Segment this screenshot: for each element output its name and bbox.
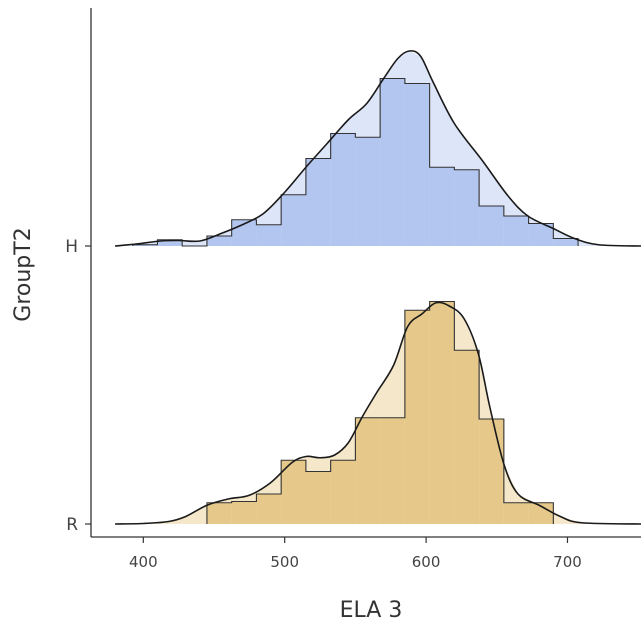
hist-bar-r xyxy=(206,502,232,524)
hist-bar-r xyxy=(330,460,356,524)
y-tick-label-h: H xyxy=(65,237,78,257)
ridge-r xyxy=(115,300,641,525)
hist-bar-h xyxy=(132,244,158,246)
hist-bar-h xyxy=(503,216,529,246)
hist-bar-r xyxy=(479,419,504,524)
axes: H R 400 500 600 700 xyxy=(65,8,641,571)
hist-bar-r xyxy=(429,301,455,524)
hist-bar-r xyxy=(355,417,381,524)
x-tick-label: 400 xyxy=(129,553,158,571)
ridge-h xyxy=(114,50,641,247)
hist-bar-h xyxy=(157,239,183,246)
hist-bar-r xyxy=(281,460,306,524)
hist-bar-r xyxy=(528,502,554,524)
hist-bar-h xyxy=(404,83,430,246)
hist-bar-r xyxy=(380,417,405,524)
hist-bar-r xyxy=(404,310,430,524)
hist-bar-r xyxy=(256,494,282,524)
hist-bar-h xyxy=(454,169,480,246)
hist-bar-h xyxy=(429,167,455,246)
hist-bar-h xyxy=(380,78,405,246)
y-axis-title: GroupT2 xyxy=(11,227,36,321)
x-tick-label: 500 xyxy=(270,553,299,571)
hist-bar-r xyxy=(454,350,480,524)
y-tick-label-r: R xyxy=(66,515,78,535)
ridges xyxy=(114,50,641,525)
density-curve-h xyxy=(114,50,641,247)
x-tick-label: 600 xyxy=(412,553,441,571)
hist-bar-h xyxy=(256,224,282,246)
x-axis-title: ELA 3 xyxy=(340,598,403,623)
hist-bar-h xyxy=(281,194,306,246)
hist-bar-h xyxy=(355,137,381,246)
hist-bar-r xyxy=(305,471,331,524)
hist-bar-h xyxy=(528,223,554,246)
density-curve-r xyxy=(115,301,641,525)
x-tick-label: 700 xyxy=(553,553,582,571)
hist-bar-h xyxy=(305,158,331,246)
hist-outline-h xyxy=(132,77,579,247)
hist-bar-h xyxy=(330,133,356,246)
hist-bar-h xyxy=(553,238,579,246)
hist-bar-h xyxy=(206,236,232,246)
hist-bar-h xyxy=(479,206,504,246)
hist-bar-r xyxy=(503,502,529,524)
hist-outline-r xyxy=(206,300,554,524)
density-area-r xyxy=(115,302,641,524)
hist-bar-r xyxy=(231,501,257,524)
